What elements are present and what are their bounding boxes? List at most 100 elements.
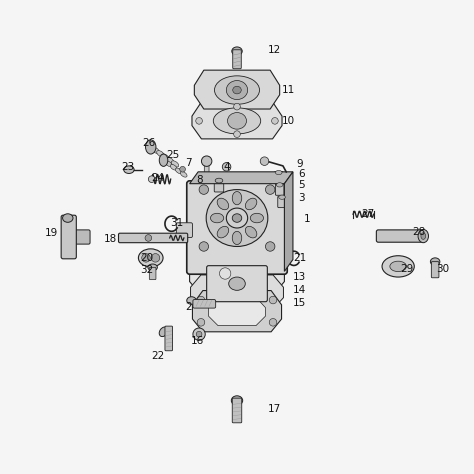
Circle shape [222, 163, 231, 171]
Ellipse shape [232, 214, 242, 222]
Ellipse shape [148, 264, 157, 271]
Circle shape [234, 103, 240, 110]
Ellipse shape [217, 227, 228, 238]
Polygon shape [192, 102, 282, 139]
Circle shape [265, 185, 275, 194]
Text: 7: 7 [185, 157, 191, 168]
FancyBboxPatch shape [118, 233, 188, 243]
Ellipse shape [227, 81, 247, 100]
Text: 3: 3 [299, 193, 305, 203]
Ellipse shape [217, 283, 243, 301]
Circle shape [196, 118, 202, 124]
Text: 14: 14 [293, 285, 306, 295]
Text: 8: 8 [197, 174, 203, 185]
Circle shape [265, 242, 275, 251]
Ellipse shape [213, 108, 261, 134]
Ellipse shape [247, 289, 260, 300]
Ellipse shape [175, 168, 182, 173]
Circle shape [199, 242, 209, 251]
Ellipse shape [165, 161, 172, 166]
Ellipse shape [231, 396, 243, 405]
Ellipse shape [206, 190, 268, 246]
Polygon shape [194, 70, 280, 109]
Circle shape [269, 296, 277, 304]
Text: 9: 9 [296, 158, 303, 169]
Ellipse shape [146, 140, 156, 154]
Ellipse shape [275, 171, 282, 175]
FancyBboxPatch shape [376, 230, 425, 242]
Ellipse shape [390, 261, 406, 272]
Circle shape [269, 319, 277, 326]
Text: 13: 13 [293, 272, 306, 283]
FancyBboxPatch shape [61, 215, 76, 259]
Ellipse shape [159, 154, 168, 166]
FancyBboxPatch shape [233, 50, 241, 69]
Ellipse shape [138, 249, 163, 267]
Circle shape [197, 319, 205, 326]
Ellipse shape [159, 327, 168, 337]
Ellipse shape [382, 256, 414, 277]
FancyBboxPatch shape [214, 180, 224, 192]
Ellipse shape [160, 157, 167, 163]
Circle shape [272, 118, 278, 124]
Text: 25: 25 [166, 150, 179, 161]
Ellipse shape [228, 277, 246, 290]
Ellipse shape [232, 191, 242, 205]
Text: 16: 16 [191, 336, 204, 346]
Text: 29: 29 [401, 264, 414, 274]
Polygon shape [190, 257, 284, 294]
Ellipse shape [124, 166, 134, 173]
Circle shape [142, 254, 150, 262]
Ellipse shape [63, 214, 73, 222]
Polygon shape [192, 291, 282, 332]
FancyBboxPatch shape [149, 267, 156, 280]
Text: 15: 15 [293, 298, 306, 309]
Circle shape [193, 328, 205, 340]
Ellipse shape [187, 297, 196, 304]
Ellipse shape [418, 229, 428, 243]
Ellipse shape [228, 113, 246, 129]
FancyBboxPatch shape [207, 265, 267, 302]
Text: 18: 18 [103, 234, 117, 245]
Ellipse shape [214, 76, 259, 104]
Ellipse shape [210, 213, 224, 223]
Ellipse shape [246, 198, 257, 210]
Circle shape [145, 235, 152, 241]
Text: 4: 4 [224, 162, 230, 172]
Ellipse shape [227, 208, 247, 228]
FancyBboxPatch shape [193, 300, 216, 308]
Ellipse shape [162, 154, 169, 160]
Ellipse shape [421, 233, 426, 239]
Polygon shape [190, 172, 293, 183]
Ellipse shape [279, 195, 285, 200]
Text: 1: 1 [303, 214, 310, 224]
Text: 10: 10 [282, 116, 295, 126]
FancyBboxPatch shape [165, 326, 173, 351]
Circle shape [196, 331, 202, 337]
Polygon shape [216, 264, 256, 288]
FancyBboxPatch shape [274, 172, 283, 183]
Ellipse shape [181, 172, 187, 177]
Ellipse shape [147, 144, 155, 150]
Ellipse shape [276, 183, 283, 187]
Text: 32: 32 [140, 265, 154, 275]
Ellipse shape [152, 147, 159, 154]
Polygon shape [284, 172, 293, 271]
FancyBboxPatch shape [232, 398, 242, 423]
Circle shape [151, 254, 160, 262]
FancyBboxPatch shape [204, 164, 209, 173]
Text: 22: 22 [152, 351, 165, 362]
Ellipse shape [250, 213, 264, 223]
Ellipse shape [166, 157, 174, 164]
FancyBboxPatch shape [431, 262, 439, 278]
Text: 12: 12 [268, 45, 281, 55]
Text: 23: 23 [121, 162, 135, 172]
Ellipse shape [157, 151, 164, 157]
FancyBboxPatch shape [72, 230, 90, 244]
Text: 6: 6 [299, 169, 305, 180]
Ellipse shape [232, 231, 242, 245]
Circle shape [180, 166, 185, 172]
Circle shape [234, 131, 240, 137]
Text: 20: 20 [140, 253, 154, 263]
Ellipse shape [215, 178, 223, 183]
